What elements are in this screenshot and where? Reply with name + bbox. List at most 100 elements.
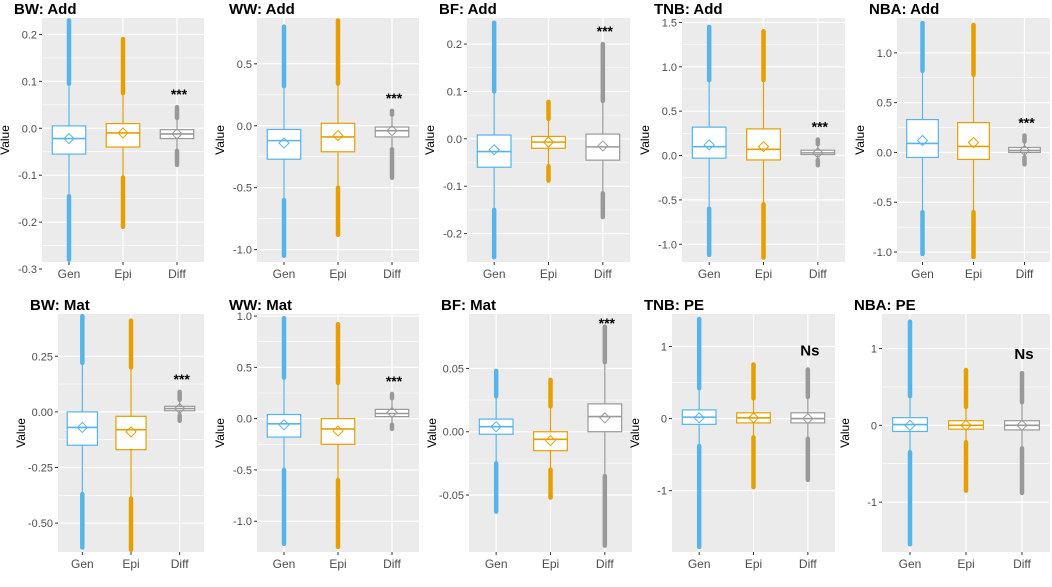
significance-annotation: Ns (1014, 346, 1033, 363)
significance-annotation: *** (597, 23, 614, 39)
x-tick-label: Epi (114, 267, 131, 281)
box-iqr (957, 121, 990, 161)
mean-marker (332, 129, 344, 142)
mean-marker (76, 421, 89, 434)
y-tick-label: 0 (871, 420, 877, 432)
y-axis-label: Value (14, 418, 28, 448)
mean-marker (693, 412, 705, 424)
y-axis-label: Value (0, 125, 12, 155)
mean-marker (173, 402, 186, 415)
box-epi (320, 18, 356, 238)
box-diff (800, 137, 836, 168)
y-tick-label: 0.2 (22, 29, 37, 41)
box-iqr (691, 126, 727, 159)
y-tick-label: -1.0 (233, 245, 252, 257)
chart-title: TNB: PE (644, 297, 704, 314)
chart-title: BW: Mat (30, 297, 90, 314)
mean-marker (278, 419, 290, 431)
box-gen (691, 24, 727, 258)
x-tick-label: Epi (540, 267, 557, 281)
y-tick-label: 0 (661, 414, 667, 426)
chart-title: BF: Add (439, 1, 497, 18)
chart-panel: TNB: PE 1 0 -1 Value Gen Epi Diff Ns (628, 297, 835, 571)
y-tick-label: 0.0 (447, 134, 462, 146)
box-iqr (533, 431, 568, 452)
y-tick-label: -0.2 (443, 229, 462, 241)
box-epi (105, 36, 141, 230)
box-epi (736, 362, 771, 490)
x-tick-label: Diff (594, 267, 612, 281)
chart-title: BF: Mat (441, 297, 496, 314)
x-tick-label: Epi (745, 557, 762, 571)
x-tick-label: Diff (809, 267, 827, 281)
y-tick-label: 0.0 (237, 121, 252, 133)
y-tick-label: 0.0 (662, 151, 677, 163)
y-tick-label: 1.0 (877, 48, 892, 60)
box-gen (266, 315, 302, 547)
y-tick-label: 1 (871, 344, 877, 356)
mean-marker (1016, 419, 1028, 432)
y-tick-label: -0.5 (233, 183, 252, 195)
y-axis-label: Value (838, 418, 852, 448)
box-iqr (115, 415, 147, 451)
box-iqr (374, 126, 410, 138)
x-tick-label: Diff (1016, 267, 1034, 281)
x-tick-label: Gen (273, 557, 296, 571)
y-tick-label: 0.00 (443, 427, 464, 439)
mean-marker (960, 419, 972, 432)
y-tick-label: -0.1 (443, 181, 462, 193)
mean-marker (386, 406, 398, 419)
y-tick-label: 1.0 (662, 62, 677, 74)
y-axis-label: Value (213, 418, 227, 448)
y-tick-label: 0.0 (877, 147, 892, 159)
mean-marker (544, 434, 557, 447)
box-gen (681, 316, 717, 550)
y-tick-label: 0.5 (662, 106, 677, 118)
box-diff (163, 389, 196, 424)
y-tick-label: -0.3 (18, 264, 37, 276)
mean-marker (490, 420, 502, 433)
box-gen (476, 20, 512, 260)
x-tick-label: Epi (122, 557, 139, 571)
x-tick-label: Epi (957, 557, 974, 571)
box-gen (906, 20, 939, 257)
x-tick-label: Gen (273, 267, 296, 281)
box-iqr (320, 418, 356, 445)
chart-panel: BW: Add 0.2 0.1 0.0 -0.1 -0.2 -0.3 Value Gen Epi D… (0, 1, 204, 281)
box-iqr (587, 403, 623, 433)
box-iqr (51, 125, 87, 155)
y-tick-label: -1 (867, 497, 877, 509)
box-epi (948, 367, 984, 493)
box-diff (1008, 133, 1041, 167)
y-tick-label: 0.0 (237, 414, 252, 426)
mean-marker (278, 137, 290, 149)
y-axis-label: Value (423, 125, 437, 155)
box-diff (159, 104, 195, 168)
y-tick-label: 0.25 (32, 351, 53, 363)
y-tick-label: 0.2 (447, 39, 462, 51)
mean-marker (802, 412, 814, 425)
y-tick-label: -1.0 (658, 239, 677, 251)
y-tick-label: 0.5 (237, 362, 252, 374)
y-axis-label: Value (853, 125, 867, 155)
y-tick-label: 1.5 (662, 17, 677, 29)
y-tick-label: 0.0 (22, 123, 37, 135)
box-iqr (266, 128, 302, 160)
x-tick-label: Gen (698, 267, 721, 281)
box-iqr (105, 122, 141, 148)
y-tick-label: -0.05 (439, 490, 464, 502)
significance-annotation: *** (812, 119, 829, 135)
x-tick-label: Diff (1013, 557, 1031, 571)
mean-marker (703, 139, 715, 151)
significance-annotation: *** (1018, 115, 1035, 131)
x-tick-label: Diff (168, 267, 186, 281)
chart-title: NBA: Add (869, 1, 939, 18)
y-tick-label: 0.5 (877, 98, 892, 110)
box-epi (115, 318, 147, 553)
x-tick-label: Epi (329, 557, 346, 571)
x-tick-label: Epi (755, 267, 772, 281)
chart-panel: BW: Mat 0.25 0.00 -0.25 -0.50 Value Gen Epi Diff… (14, 297, 204, 571)
significance-annotation: *** (173, 371, 190, 387)
